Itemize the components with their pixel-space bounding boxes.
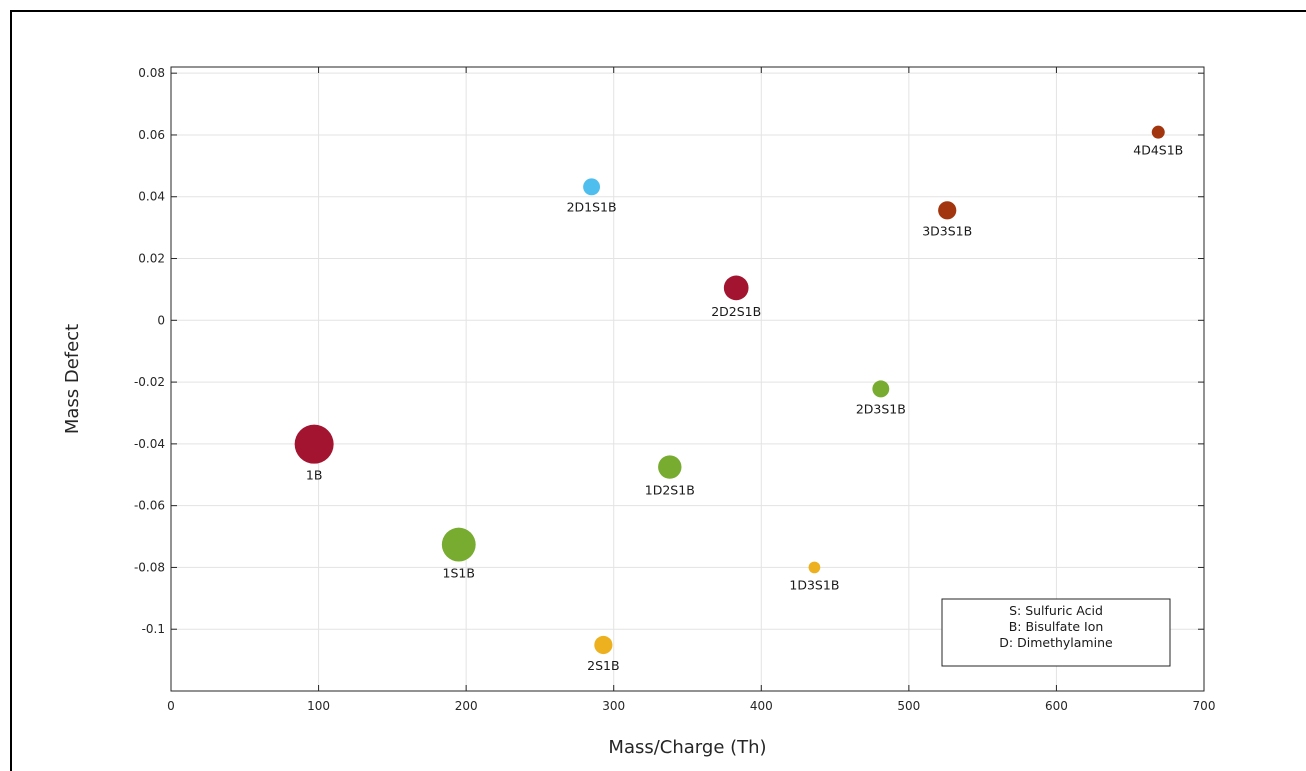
data-point — [938, 201, 957, 220]
y-tick-label: -0.02 — [134, 375, 165, 389]
x-tick-label: 500 — [897, 699, 920, 713]
y-tick-label: 0.08 — [138, 66, 165, 80]
data-point — [294, 424, 334, 464]
legend-line: B: Bisulfate Ion — [1009, 619, 1104, 634]
y-tick-label: 0 — [157, 313, 165, 327]
data-point — [1151, 125, 1165, 139]
x-tick-label: 600 — [1045, 699, 1068, 713]
data-point — [872, 380, 890, 398]
x-tick-label: 300 — [602, 699, 625, 713]
y-tick-label: -0.08 — [134, 560, 165, 574]
point-label: 2D1S1B — [567, 199, 617, 214]
data-point — [808, 561, 821, 574]
data-point — [594, 635, 613, 655]
x-tick-label: 200 — [455, 699, 478, 713]
x-tick-label: 100 — [307, 699, 330, 713]
point-label: 2S1B — [587, 658, 619, 673]
y-tick-label: 0.04 — [138, 190, 165, 204]
legend-line: D: Dimethylamine — [999, 635, 1113, 650]
data-point — [441, 527, 476, 562]
point-label: 1D2S1B — [645, 483, 695, 498]
y-tick-label: 0.06 — [138, 128, 165, 142]
y-axis-label: Mass Defect — [62, 324, 83, 434]
figure-frame — [10, 10, 1306, 771]
x-tick-label: 400 — [750, 699, 773, 713]
y-tick-label: 0.02 — [138, 252, 165, 266]
data-point — [658, 455, 682, 479]
y-tick-label: -0.06 — [134, 499, 165, 513]
data-point — [723, 275, 749, 301]
y-tick-label: -0.1 — [142, 622, 165, 636]
point-label: 4D4S1B — [1133, 143, 1183, 158]
legend-line: S: Sulfuric Acid — [1009, 603, 1103, 618]
axes-box — [170, 66, 1205, 692]
x-tick-label: 700 — [1193, 699, 1216, 713]
x-tick-label: 0 — [167, 699, 175, 713]
legend-box — [941, 598, 1171, 667]
plot-area — [171, 67, 1204, 691]
point-label: 1D3S1B — [789, 577, 839, 592]
point-label: 1B — [306, 468, 323, 483]
point-label: 3D3S1B — [922, 223, 972, 238]
point-label: 2D3S1B — [856, 401, 906, 416]
point-label: 2D2S1B — [711, 304, 761, 319]
x-axis-label: Mass/Charge (Th) — [608, 737, 766, 758]
data-point — [583, 178, 601, 196]
y-tick-label: -0.04 — [134, 437, 165, 451]
point-label: 1S1B — [443, 565, 475, 580]
